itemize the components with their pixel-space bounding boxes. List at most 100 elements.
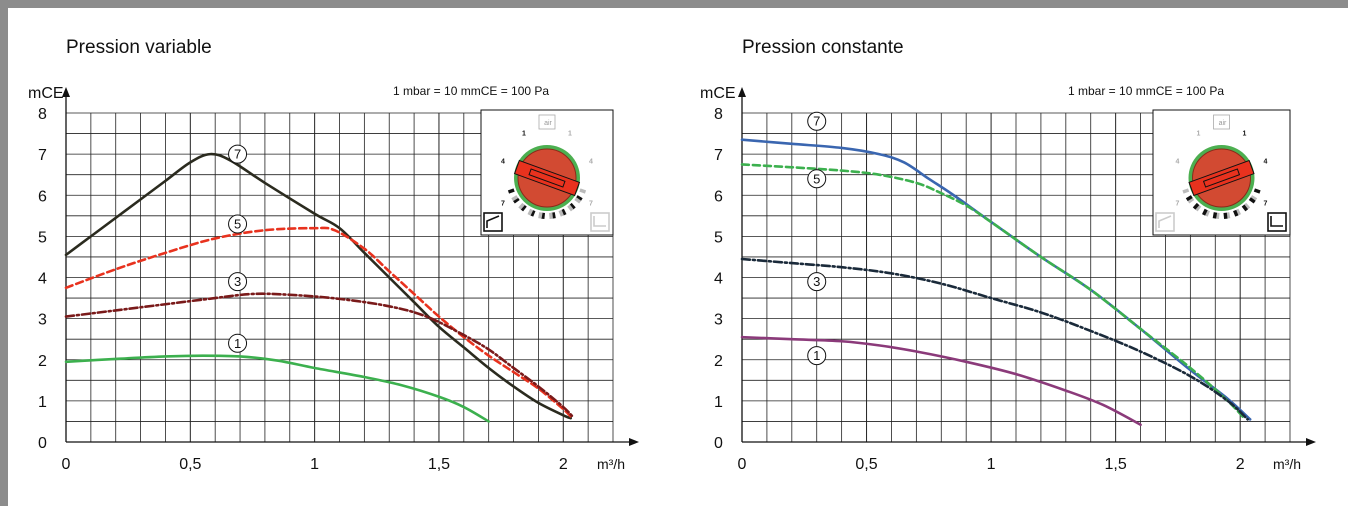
dial-tick <box>558 209 564 217</box>
y-tick-label: 1 <box>714 394 723 411</box>
x-tick-label: 0 <box>62 456 71 473</box>
chart-title: Pression constante <box>742 37 904 58</box>
dial-number: 4 <box>1264 159 1268 166</box>
y-axis-label: mCE <box>28 85 64 102</box>
air-purge-icon <box>1213 114 1230 130</box>
dial-pointer <box>513 159 581 197</box>
air-purge-label: air <box>544 120 552 127</box>
dial-number: 1 <box>522 131 526 138</box>
series-marker-7 <box>807 111 827 131</box>
x-axis-arrow-icon <box>1306 438 1316 446</box>
dial-number: 7 <box>589 201 593 208</box>
dial-number: 7 <box>1176 201 1180 208</box>
dial-tick <box>1225 212 1231 219</box>
series-line-5 <box>64 226 573 418</box>
dial-tick <box>569 202 576 210</box>
x-axis-label: m³/h <box>597 456 625 472</box>
dial-tick <box>512 197 520 204</box>
dial-tick <box>1194 204 1202 212</box>
dial-tick <box>507 188 515 194</box>
dial-tick <box>574 197 582 204</box>
series-label-7: 7 <box>234 147 241 162</box>
variable-pressure-icon <box>483 212 503 232</box>
dial-number: 4 <box>501 159 505 166</box>
dial-tick <box>560 208 567 216</box>
x-tick-label: 0,5 <box>855 456 877 473</box>
dial-tick <box>1253 188 1261 194</box>
series-line-3 <box>64 292 575 419</box>
y-tick-label: 3 <box>38 312 47 329</box>
x-tick-label: 1,5 <box>428 456 450 473</box>
series-line-3 <box>740 257 1249 421</box>
dial-number: 7 <box>501 201 505 208</box>
axes <box>738 87 1316 446</box>
dial-tick <box>575 195 583 202</box>
dial-tick <box>527 208 534 216</box>
dial-tick <box>541 212 546 219</box>
series-line-5 <box>740 163 1247 421</box>
y-tick-label: 6 <box>714 188 723 205</box>
series-marker-1 <box>807 346 827 366</box>
air-purge-icon <box>538 114 556 130</box>
dial-number: 1 <box>568 131 572 138</box>
series-line-1 <box>64 354 490 423</box>
dial-tick <box>548 212 553 219</box>
series-label-5: 5 <box>813 171 820 186</box>
chart-pression-constante: Pression constante 1 mbar = 10 mmCE = 10… <box>700 37 1316 473</box>
series-label-1: 1 <box>234 336 241 351</box>
series-marker-3 <box>807 272 827 292</box>
y-tick-label: 2 <box>714 353 723 370</box>
series-line-1 <box>740 335 1142 427</box>
x-tick-label: 2 <box>1236 456 1245 473</box>
dial-tick <box>579 188 587 194</box>
series-marker-7 <box>228 144 248 164</box>
y-tick-label: 7 <box>38 147 47 164</box>
x-tick-label: 0 <box>738 456 747 473</box>
dial-number: 4 <box>1176 159 1180 166</box>
dial-tick <box>518 202 525 210</box>
dial-tick <box>538 212 543 219</box>
series-label-7: 7 <box>813 114 820 129</box>
dial-tick <box>1185 195 1193 202</box>
y-tick-label: 6 <box>38 188 47 205</box>
pump-dial-inset: 1 4 7 1 4 7 air <box>1152 109 1291 236</box>
dial-tick <box>1215 212 1220 219</box>
series-label-3: 3 <box>813 274 820 289</box>
dial-tick <box>1235 208 1242 216</box>
y-tick-label: 1 <box>38 394 47 411</box>
x-tick-label: 2 <box>559 456 568 473</box>
dial-tick <box>511 195 519 202</box>
series-marker-5 <box>228 214 248 234</box>
y-axis-arrow-icon <box>738 87 746 97</box>
pump-dial-inset: 1 4 7 1 4 7 air <box>480 109 614 236</box>
x-tick-label: 1,5 <box>1105 456 1127 473</box>
y-axis-arrow-icon <box>62 87 70 97</box>
series-label-3: 3 <box>234 274 241 289</box>
y-tick-label: 8 <box>38 106 47 123</box>
series-label-5: 5 <box>234 217 241 232</box>
constant-pressure-glyph <box>593 216 606 227</box>
variable-pressure-icon <box>1155 212 1175 232</box>
dial-tick <box>530 209 536 217</box>
dial-pointer <box>1188 159 1255 197</box>
dial-tick <box>551 212 556 219</box>
unit-note: 1 mbar = 10 mmCE = 100 Pa <box>393 84 549 98</box>
y-tick-label: 0 <box>714 435 723 452</box>
series-line-7 <box>64 152 573 420</box>
dial-number: 1 <box>1243 131 1247 138</box>
dial-tick <box>567 204 574 212</box>
series-marker-1 <box>228 333 248 353</box>
dial-number: 1 <box>1197 131 1201 138</box>
chart-pression-variable: Pression variable 1 mbar = 10 mmCE = 100… <box>28 37 639 473</box>
dial-tick <box>520 204 527 212</box>
x-axis-label: m³/h <box>1273 456 1301 472</box>
dial-pointer-slot <box>528 168 566 188</box>
dial-number: 7 <box>1264 201 1268 208</box>
y-tick-label: 8 <box>714 106 723 123</box>
constant-pressure-glyph <box>1270 216 1283 227</box>
dial-tick <box>1212 212 1218 219</box>
air-purge-label: air <box>1219 120 1227 127</box>
dial-tick <box>1233 209 1239 217</box>
dial-tick <box>1250 195 1258 202</box>
